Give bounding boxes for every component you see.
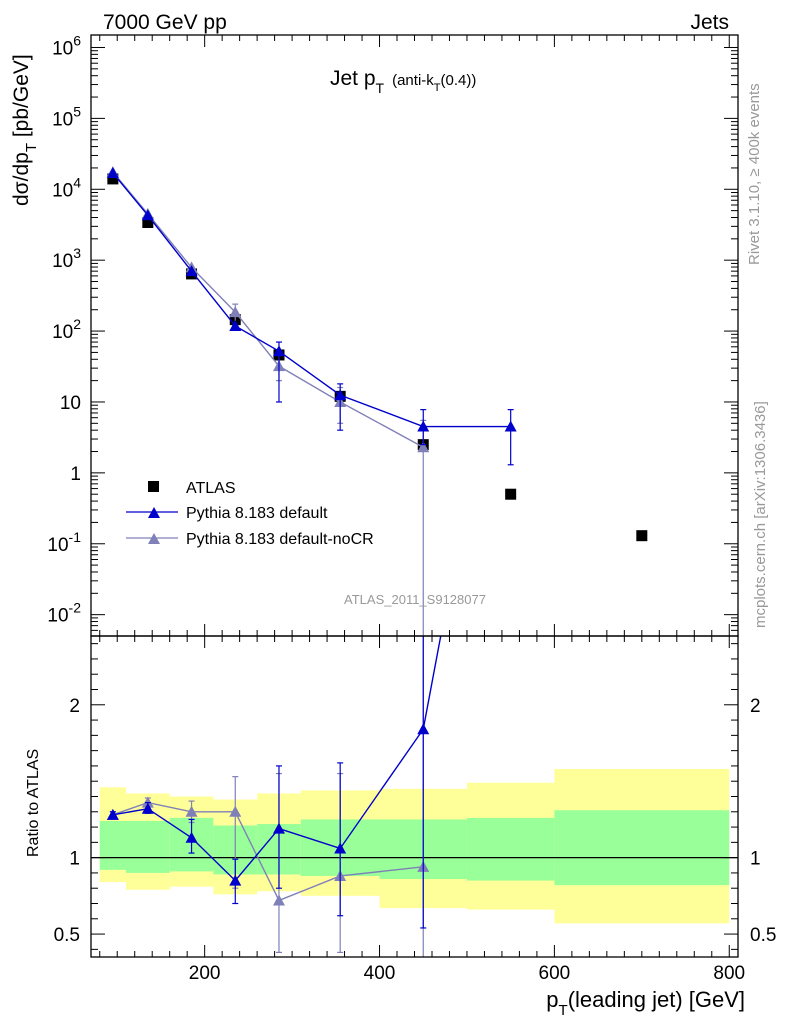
title-main: Jet p (330, 67, 376, 90)
title-extra-end: (0.4)) (441, 72, 477, 89)
default-point-6 (417, 420, 430, 432)
main-data-layer (106, 166, 648, 636)
main-y-tick-label-1: 10-1 (47, 529, 81, 556)
ratio-default-point-1 (141, 802, 154, 814)
ratio-y-tick-label-right-2: 2 (750, 696, 761, 717)
ratio-default-point-6 (417, 723, 430, 735)
atlas-point-1 (142, 216, 154, 228)
ratio-default-point-0 (106, 808, 119, 820)
axes-layer: 200 400 600 800 10-2 10-1 1 10 102 103 104 105 106 0.… (47, 32, 776, 984)
legend-nocr-marker (148, 533, 160, 544)
ratio-y-tick-label-left-2: 2 (69, 696, 80, 717)
analysis-tag: ATLAS_2011_S9128077 (344, 592, 486, 607)
x-axis-label: pT(leading jet) [GeV] (546, 987, 745, 1019)
ratio-y-label: Ratio to ATLAS (25, 749, 42, 857)
legend: ATLAS Pythia 8.183 default Pythia 8.183 … (126, 480, 374, 548)
ratio-y-tick-label-left-1: 1 (69, 849, 80, 870)
title-sub: T (376, 80, 385, 96)
main-y-tick-label-3: 10 (60, 393, 81, 414)
main-title: Jet pT (anti-kT(0.4)) (330, 67, 476, 96)
band-inner-0 (99, 820, 126, 870)
ratio-y-tick-label-right-0: 0.5 (750, 925, 776, 946)
default-point-5 (334, 389, 347, 401)
ratio-default-line (112, 635, 442, 882)
ratio-nocr-point-4 (272, 894, 285, 906)
ratio-plot: Ratio to ATLAS (25, 635, 738, 957)
x-label-main: p (546, 987, 558, 1012)
band-inner-8 (554, 810, 730, 886)
ratio-nocr-point-2 (185, 805, 198, 817)
ratio-y-tick-label-left-0: 0.5 (54, 925, 80, 946)
header-right: Jets (690, 11, 729, 34)
ratio-default-point-4 (272, 822, 285, 834)
ratio-default-point-5 (334, 842, 347, 854)
main-y-tick-label-5: 103 (52, 245, 81, 272)
main-plot: Jet pT (anti-kT(0.4)) dσ/dpT [pb/GeV] ATL… (10, 54, 648, 636)
x-tick-label-800: 800 (713, 963, 745, 984)
band-inner-7 (466, 817, 555, 881)
x-label-end: (leading jet) [GeV] (568, 987, 745, 1012)
main-y-tick-label-7: 105 (52, 103, 81, 130)
ratio-default-point-3 (229, 874, 242, 886)
ratio-y-tick-label-right-1: 1 (750, 849, 761, 870)
x-label-sub: T (559, 1002, 568, 1019)
nocr-point-6 (417, 441, 430, 453)
default-line (112, 172, 511, 428)
ratio-nocr-point-3 (229, 805, 242, 817)
main-y-tick-label-8: 106 (52, 32, 81, 59)
default-point-0 (106, 166, 119, 178)
main-y-tick-label-6: 104 (52, 174, 81, 201)
header-left: 7000 GeV pp (103, 11, 227, 34)
legend-nocr-label: Pythia 8.183 default-noCR (186, 531, 374, 548)
ratio-bands (99, 768, 730, 924)
title-extra: (anti-k (392, 72, 434, 89)
default-point-1 (141, 209, 154, 221)
atlas-point-8 (636, 530, 648, 542)
nocr-point-3 (229, 306, 242, 318)
default-point-3 (229, 319, 242, 331)
atlas-point-7 (505, 488, 517, 500)
main-y-label: dσ/dpT [pb/GeV] (10, 54, 40, 206)
legend-atlas-label: ATLAS (186, 480, 236, 497)
x-tick-label-600: 600 (539, 963, 571, 984)
rivet-label: Rivet 3.1.10, ≥ 400k events (746, 83, 763, 265)
ratio-data-layer (91, 635, 738, 957)
legend-atlas-marker (148, 481, 159, 492)
main-y-tick-label-2: 1 (70, 464, 81, 485)
main-y-tick-label-4: 102 (52, 316, 81, 343)
mcplots-label: mcplots.cern.ch [arXiv:1306.3436] (752, 401, 769, 628)
atlas-point-0 (107, 173, 119, 185)
legend-default-label: Pythia 8.183 default (186, 505, 328, 522)
default-point-2 (185, 265, 198, 277)
band-inner-1 (125, 820, 170, 873)
default-point-7 (504, 420, 517, 432)
default-point-4 (272, 345, 285, 357)
x-tick-label-400: 400 (364, 963, 396, 984)
main-y-tick-label-0: 10-2 (47, 600, 81, 627)
x-tick-label-200: 200 (189, 963, 221, 984)
legend-default-marker (148, 507, 160, 518)
nocr-line (112, 171, 424, 448)
title-extra-sub: T (434, 82, 441, 94)
ratio-default-point-2 (185, 831, 198, 843)
